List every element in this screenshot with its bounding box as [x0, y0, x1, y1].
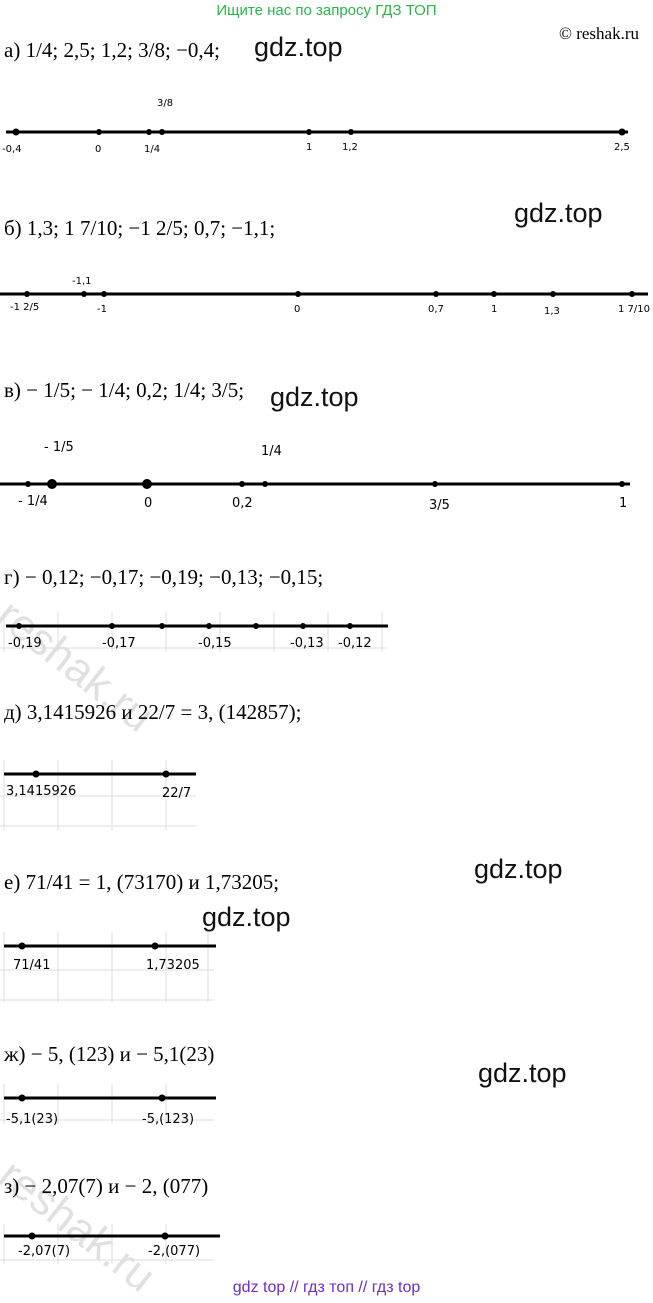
- problem-a-text: а) 1/4; 2,5; 1,2; 3/8; −0,4;: [4, 38, 220, 62]
- gdz-watermark: gdz.top: [202, 902, 291, 932]
- label-m04: -0,4: [2, 144, 22, 155]
- label-frac: 71/41: [13, 958, 51, 973]
- footer-links[interactable]: gdz top // гдз топ // гдз top: [232, 1279, 421, 1296]
- point-q: [262, 481, 268, 487]
- point-frac: [18, 942, 26, 950]
- point-b: [161, 1232, 169, 1240]
- point-one: [619, 481, 625, 487]
- number-line-v: [0, 479, 630, 489]
- problem-d-text: д) 3,1415926 и 22/7 = 3, (142857);: [4, 700, 302, 724]
- problem-e-text: е) 71/41 = 1, (73170) и 1,73205;: [4, 870, 280, 894]
- label-p13: 1,3: [544, 306, 560, 317]
- label-p02: 0,2: [232, 496, 253, 511]
- label-m17: -0,17: [102, 636, 136, 651]
- point-three8: [159, 129, 165, 135]
- label-quarter: 1/4: [144, 144, 161, 155]
- point-m15: [206, 623, 212, 629]
- label-zero: 0: [95, 144, 102, 155]
- copyright-text: © reshak.ru: [559, 24, 639, 43]
- gdz-watermark: gdz.top: [270, 382, 359, 412]
- point-mf: [47, 479, 57, 489]
- label-zero: 0: [294, 304, 301, 315]
- point-one: [491, 291, 497, 297]
- point-p02: [239, 481, 245, 487]
- label-one2: 1,2: [342, 142, 358, 153]
- point-m13: [300, 623, 306, 629]
- label-m15: -0,15: [198, 636, 232, 651]
- gdz-watermark: gdz.top: [478, 1058, 567, 1088]
- point-p07: [433, 291, 439, 297]
- label-mq: - 1/4: [18, 494, 48, 509]
- label-b: -2,(077): [148, 1244, 201, 1259]
- point-zero: [142, 479, 152, 489]
- problem-b-text: б) 1,3; 1 7/10; −1 2/5; 0,7; −1,1;: [4, 216, 276, 240]
- label-two5: 2,5: [614, 142, 630, 153]
- point-a: [18, 1094, 26, 1102]
- gdz-watermark: gdz.top: [474, 854, 563, 884]
- point-p13: [550, 291, 556, 297]
- problem-zh-text: ж) − 5, (123) и − 5,1(23): [4, 1042, 215, 1066]
- problem-g-text: г) − 0,12; −0,17; −0,19; −0,13; −0,15;: [4, 565, 324, 589]
- label-a: -2,07(7): [18, 1244, 71, 1259]
- label-m12: -0,12: [338, 636, 372, 651]
- problem-v-text: в) − 1/5; − 1/4; 0,2; 1/4; 3/5;: [4, 378, 245, 402]
- point-pi: [32, 770, 40, 778]
- label-one: 1: [306, 142, 313, 153]
- number-line-a: [6, 128, 628, 136]
- label-p07: 0,7: [428, 304, 444, 315]
- number-line-z: [0, 1224, 220, 1264]
- label-mf: - 1/5: [44, 440, 74, 455]
- point-frac: [162, 770, 170, 778]
- label-tf: 3/5: [429, 498, 450, 513]
- point-zero: [295, 291, 301, 297]
- point-mq: [25, 481, 31, 487]
- number-line-b: [0, 291, 648, 297]
- label-b: -5,(123): [142, 1112, 195, 1127]
- label-dec: 1,73205: [146, 958, 200, 973]
- number-line-d: [0, 760, 196, 830]
- point-one: [306, 129, 312, 135]
- label-one: 1: [491, 304, 498, 315]
- point-m18: [159, 623, 165, 629]
- number-line-e: [0, 932, 216, 1002]
- label-q: 1/4: [261, 444, 282, 459]
- label-p17: 1 7/10: [618, 304, 650, 315]
- label-pi: 3,1415926: [6, 784, 77, 799]
- point-dec: [151, 942, 159, 950]
- point-m125: [24, 291, 30, 297]
- label-a: -5,1(23): [6, 1112, 59, 1127]
- gdz-watermark: gdz.top: [514, 198, 603, 228]
- point-m1: [101, 291, 107, 297]
- point-zero: [96, 129, 102, 135]
- label-zero: 0: [144, 496, 153, 511]
- top-banner: Ищите нас по запросу ГДЗ ТОП: [216, 2, 437, 19]
- label-m13: -0,13: [290, 636, 324, 651]
- point-m14: [253, 623, 259, 629]
- label-m125: -1 2/5: [10, 302, 40, 313]
- label-frac: 22/7: [162, 786, 192, 801]
- number-line-zh: [0, 1084, 216, 1124]
- point-a: [28, 1232, 36, 1240]
- problem-z-text: з) − 2,07(7) и − 2, (077): [4, 1174, 209, 1198]
- point-m11: [81, 291, 87, 297]
- point-tf: [432, 481, 438, 487]
- point-one2: [348, 129, 354, 135]
- point-m04: [12, 128, 20, 136]
- gdz-watermark: gdz.top: [254, 32, 343, 62]
- label-m19: -0,19: [8, 636, 42, 651]
- point-two5: [618, 128, 626, 136]
- number-line-g: [0, 612, 388, 652]
- point-m19: [16, 623, 22, 629]
- label-m1: -1: [97, 304, 107, 315]
- label-one: 1: [619, 496, 628, 511]
- label-m11: -1,1: [72, 276, 92, 287]
- point-m12: [347, 623, 353, 629]
- point-m17: [109, 623, 115, 629]
- point-quarter: [146, 129, 152, 135]
- label-three8: 3/8: [157, 98, 174, 109]
- point-p17: [629, 291, 635, 297]
- point-b: [158, 1094, 166, 1102]
